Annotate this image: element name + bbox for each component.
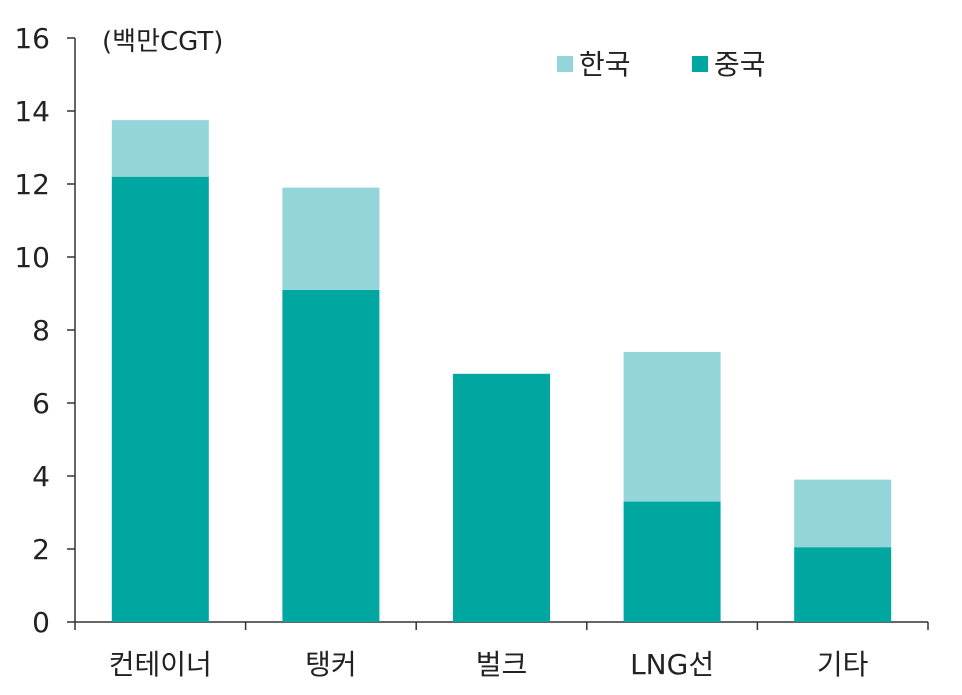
- bar-segment: [794, 479, 892, 548]
- legend-label: 중국: [714, 48, 766, 81]
- bar-segment: [282, 187, 380, 290]
- bar-segment: [794, 547, 892, 622]
- y-tick-label: 0: [32, 606, 50, 639]
- bar-segment: [111, 120, 209, 177]
- bars: [111, 120, 892, 622]
- legend-swatch: [557, 56, 573, 72]
- bar-segment: [623, 501, 721, 622]
- bar-segment: [111, 176, 209, 622]
- legend: 한국 중국: [557, 48, 766, 81]
- y-tick-label: 10: [14, 241, 50, 274]
- x-category-label: 컨테이너: [109, 648, 212, 681]
- x-category-label: 기타: [817, 648, 869, 681]
- y-tick-label: 16: [14, 22, 50, 55]
- y-tick-label: 6: [32, 387, 50, 420]
- x-axis: 컨테이너 탱커 벌크 LNG선 기타: [74, 621, 929, 681]
- x-category-label: LNG선: [630, 648, 714, 681]
- bar-segment: [282, 289, 380, 622]
- y-unit-label: (백만CGT): [102, 27, 223, 57]
- x-category-label: 탱커: [305, 648, 357, 681]
- bar-segment: [623, 351, 721, 502]
- y-tick-label: 14: [14, 95, 50, 128]
- y-tick-label: 8: [32, 314, 50, 347]
- y-tick-label: 2: [32, 533, 50, 566]
- y-tick-label: 4: [32, 460, 50, 493]
- y-tick-label: 12: [14, 168, 50, 201]
- legend-swatch: [692, 56, 708, 72]
- bar-segment: [453, 373, 550, 622]
- x-category-label: 벌크: [476, 648, 528, 681]
- legend-label: 한국: [579, 48, 631, 81]
- y-axis: 0 2 4 6 8 10 12 14 16: [14, 22, 76, 639]
